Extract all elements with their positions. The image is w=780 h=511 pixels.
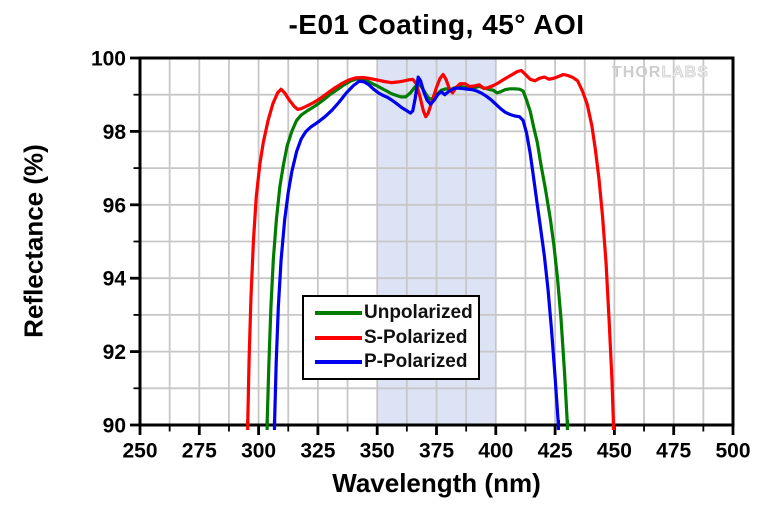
legend-label-p-polarized: P-Polarized — [364, 351, 468, 373]
thorlabs-watermark-thor: THOR — [612, 64, 662, 81]
curve-p-polarized — [272, 75, 560, 427]
thorlabs-watermark: THORLABS — [612, 64, 709, 82]
x-axis-label: Wavelength (nm) — [332, 468, 541, 498]
legend-label-s-polarized: S-Polarized — [364, 326, 468, 348]
p-polarized-line-swatch — [315, 360, 362, 365]
svg-text:475: 475 — [656, 439, 691, 462]
svg-text:275: 275 — [182, 439, 217, 462]
svg-text:500: 500 — [715, 439, 750, 462]
svg-text:250: 250 — [122, 439, 157, 462]
curve-unpolarized — [265, 77, 569, 427]
legend: Unpolarized S-Polarized P-Polarized — [302, 295, 480, 380]
svg-text:375: 375 — [419, 439, 454, 462]
svg-text:94: 94 — [103, 268, 127, 291]
chart-title: -E01 Coating, 45° AOI — [288, 9, 585, 40]
svg-text:100: 100 — [91, 48, 126, 71]
y-axis-label: Reflectance (%) — [18, 144, 49, 338]
svg-text:350: 350 — [360, 439, 395, 462]
svg-text:325: 325 — [300, 439, 335, 462]
s-polarized-line-swatch — [315, 335, 362, 340]
legend-item-p-polarized: P-Polarized — [315, 351, 474, 373]
legend-label-unpolarized: Unpolarized — [364, 301, 473, 323]
thorlabs-watermark-labs: LABS — [661, 64, 709, 82]
svg-text:425: 425 — [538, 439, 573, 462]
svg-text:98: 98 — [103, 121, 127, 144]
curve-s-polarized — [246, 68, 616, 427]
svg-text:300: 300 — [241, 439, 276, 462]
svg-text:90: 90 — [103, 415, 126, 438]
svg-text:400: 400 — [478, 439, 513, 462]
legend-item-s-polarized: S-Polarized — [315, 327, 474, 349]
svg-text:450: 450 — [597, 439, 632, 462]
unpolarized-line-swatch — [315, 310, 362, 315]
svg-text:96: 96 — [103, 194, 126, 217]
legend-item-unpolarized: Unpolarized — [315, 302, 474, 324]
svg-text:92: 92 — [103, 341, 126, 364]
